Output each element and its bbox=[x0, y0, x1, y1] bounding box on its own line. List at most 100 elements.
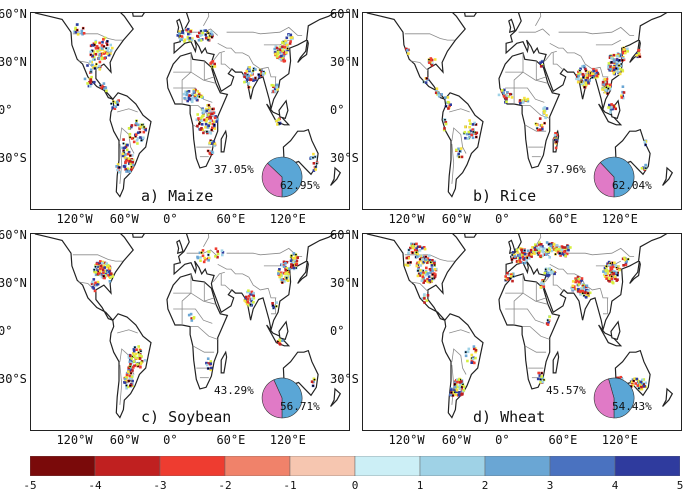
crop-dot bbox=[622, 96, 625, 100]
crop-dot bbox=[127, 370, 130, 373]
crop-dot bbox=[210, 150, 214, 154]
crop-dot bbox=[573, 287, 576, 291]
crop-dot bbox=[533, 246, 537, 250]
crop-dot bbox=[544, 116, 547, 120]
crop-dot bbox=[437, 93, 441, 97]
crop-dot bbox=[566, 245, 570, 249]
crop-dot bbox=[449, 103, 452, 106]
crop-dot bbox=[100, 275, 104, 279]
crop-dot bbox=[631, 383, 635, 387]
significance-marker bbox=[207, 254, 210, 256]
crop-dot bbox=[601, 88, 604, 91]
crop-dot bbox=[510, 273, 513, 276]
crop-dot bbox=[128, 170, 131, 173]
crop-dot bbox=[621, 50, 625, 53]
crop-dot bbox=[554, 146, 558, 150]
crop-dot bbox=[128, 132, 132, 136]
crop-dot bbox=[538, 247, 541, 251]
crop-dot bbox=[430, 64, 434, 67]
significance-marker bbox=[542, 280, 545, 283]
crop-dot bbox=[460, 155, 464, 159]
crop-dot bbox=[203, 118, 206, 122]
crop-dot bbox=[106, 52, 109, 55]
continent-greenland bbox=[132, 234, 145, 238]
crop-dot bbox=[97, 265, 100, 269]
crop-dot bbox=[431, 269, 434, 273]
crop-dot bbox=[520, 250, 524, 254]
crop-dot bbox=[131, 154, 134, 157]
crop-dot bbox=[451, 391, 455, 394]
crop-dot bbox=[208, 141, 211, 145]
country-border bbox=[271, 76, 276, 94]
crop-dot bbox=[211, 60, 215, 63]
crop-dot bbox=[585, 74, 589, 77]
crop-dot bbox=[137, 123, 141, 127]
significance-marker bbox=[247, 86, 250, 89]
crop-dot bbox=[127, 127, 131, 130]
crop-dot bbox=[455, 148, 458, 152]
crop-dot bbox=[131, 161, 135, 164]
country-border bbox=[451, 143, 455, 184]
crop-dot bbox=[196, 113, 199, 116]
crop-dot bbox=[102, 264, 106, 268]
crop-dot bbox=[426, 277, 429, 281]
significance-marker bbox=[207, 150, 210, 152]
country-border bbox=[203, 60, 215, 81]
crop-dot bbox=[210, 112, 214, 115]
crop-dot bbox=[114, 105, 118, 108]
crop-dot bbox=[285, 267, 289, 270]
crop-dot bbox=[605, 80, 609, 84]
significance-marker bbox=[645, 167, 647, 170]
crop-dot bbox=[421, 297, 425, 300]
significance-marker bbox=[417, 269, 419, 272]
crop-dot bbox=[90, 282, 94, 286]
country-border bbox=[72, 33, 123, 41]
crop-dot bbox=[573, 285, 576, 288]
crop-dot bbox=[105, 269, 109, 273]
crop-dot bbox=[214, 247, 218, 250]
significance-marker bbox=[618, 64, 620, 67]
crop-dot bbox=[291, 265, 294, 268]
country-border bbox=[449, 108, 470, 113]
crop-dot bbox=[571, 280, 575, 283]
significance-marker bbox=[140, 350, 142, 353]
colorbar-tick-label: 1 bbox=[416, 479, 424, 492]
crop-dot bbox=[577, 287, 580, 291]
crop-dot bbox=[285, 36, 289, 40]
country-border bbox=[451, 348, 467, 375]
crop-dot bbox=[561, 252, 564, 256]
significance-marker bbox=[198, 123, 201, 125]
crop-dot bbox=[213, 62, 216, 66]
crop-dot bbox=[413, 248, 417, 252]
crop-dot bbox=[280, 273, 283, 277]
crop-dot bbox=[521, 254, 524, 257]
crop-dot bbox=[603, 90, 607, 94]
significance-marker bbox=[408, 249, 410, 251]
crop-dot bbox=[548, 315, 551, 319]
significance-marker bbox=[295, 253, 297, 256]
crop-dot bbox=[565, 252, 569, 256]
crop-dot bbox=[633, 377, 636, 380]
crop-dot bbox=[83, 77, 87, 81]
crop-dot bbox=[244, 300, 248, 304]
crop-dot bbox=[615, 58, 619, 61]
crop-dot bbox=[278, 268, 281, 271]
crop-dot bbox=[178, 30, 181, 33]
crop-dot bbox=[201, 108, 205, 112]
country-border bbox=[72, 254, 123, 262]
crop-dot bbox=[130, 365, 133, 369]
crop-dot bbox=[429, 58, 433, 62]
crop-dot bbox=[131, 352, 135, 355]
significance-marker bbox=[112, 100, 115, 103]
crop-dot bbox=[282, 271, 286, 275]
crop-dot bbox=[602, 270, 605, 273]
crop-dot bbox=[107, 53, 111, 57]
crop-dot bbox=[603, 78, 607, 81]
significance-marker bbox=[585, 70, 587, 72]
crop-dot bbox=[412, 246, 415, 250]
crop-dot bbox=[205, 363, 209, 367]
significance-marker bbox=[249, 303, 252, 306]
crop-dot bbox=[622, 264, 625, 267]
crop-dot bbox=[102, 52, 106, 55]
crop-dot bbox=[605, 268, 608, 272]
